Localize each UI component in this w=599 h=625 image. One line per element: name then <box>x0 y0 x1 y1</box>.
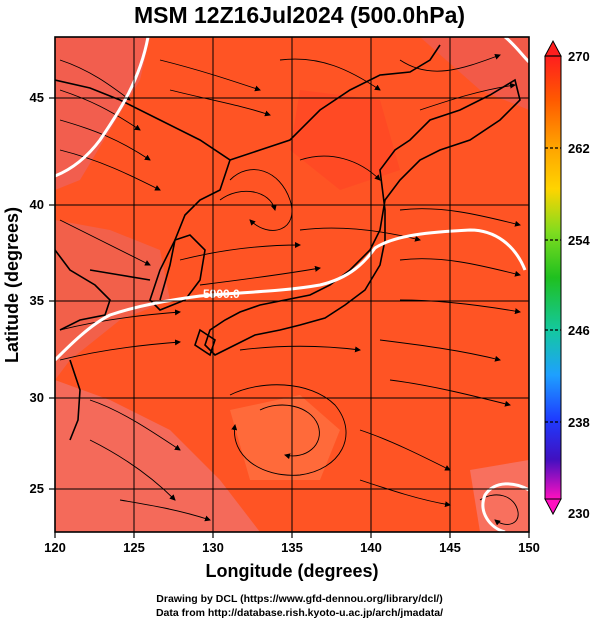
streamline <box>379 339 501 362</box>
colorbar-bar <box>544 55 562 500</box>
streamline <box>419 82 516 111</box>
x-tick-label: 120 <box>44 540 66 555</box>
contour-nw <box>55 37 150 178</box>
colorbar-min-arrow <box>544 498 562 516</box>
colorbar-tick-label: 262 <box>568 141 590 156</box>
gridlines <box>55 37 529 532</box>
colorbar-tick-label: 230 <box>568 506 590 521</box>
coast-russia <box>229 44 441 161</box>
coast-kyushu <box>194 328 216 357</box>
coast-yellow-sea <box>89 269 151 281</box>
streamline <box>59 89 141 131</box>
streamline <box>399 53 501 72</box>
streamline <box>399 258 521 277</box>
streamline <box>59 149 161 191</box>
x-tick-label: 125 <box>123 540 145 555</box>
streamline <box>299 155 381 181</box>
coast-china-east <box>55 249 111 331</box>
streamline <box>479 494 519 526</box>
streamline <box>59 309 181 331</box>
cool-region-west <box>55 220 170 380</box>
colorbar-max-arrow <box>544 39 562 57</box>
colorbar-tick-label: 254 <box>568 233 590 248</box>
x-axis-title: Longitude (degrees) <box>205 561 378 581</box>
y-tick-label: 30 <box>30 390 44 405</box>
streamline <box>159 59 261 92</box>
colorbar-tick-label: 270 <box>568 49 590 64</box>
contour-ne <box>504 37 529 64</box>
streamline-low <box>259 404 320 460</box>
coast-japan <box>204 78 521 356</box>
x-tick-label: 145 <box>439 540 461 555</box>
cool-region-sw <box>55 380 260 532</box>
contour-5900 <box>55 228 527 362</box>
cool-region-ne <box>420 37 529 110</box>
y-tick-label: 45 <box>30 90 44 105</box>
streamline <box>399 299 521 315</box>
streamline <box>59 119 151 161</box>
streamline <box>229 169 293 231</box>
streamline-low <box>229 384 347 476</box>
warm-region-north <box>290 90 400 190</box>
streamline <box>359 429 451 471</box>
streamline <box>59 219 151 266</box>
colorbar-tick-label: 246 <box>568 323 590 338</box>
coast-taiwan <box>69 359 81 441</box>
y-tick-label: 35 <box>30 293 44 308</box>
x-tick-label: 130 <box>202 540 224 555</box>
tick-marks <box>49 97 530 538</box>
streamline <box>59 59 131 101</box>
cool-region-nw <box>55 37 150 190</box>
coast-korea <box>149 234 206 311</box>
contour-se <box>481 482 529 532</box>
streamline <box>119 499 211 522</box>
streamline <box>239 345 361 353</box>
x-tick-label: 150 <box>518 540 540 555</box>
chart-title: MSM 12Z16Jul2024 (500.0hPa) <box>133 2 466 28</box>
x-tick-label: 140 <box>360 540 382 555</box>
contour-label: 5900.0 <box>203 287 240 301</box>
y-tick-label: 25 <box>30 481 44 496</box>
streamline <box>59 339 181 361</box>
cool-region-se <box>470 460 529 532</box>
streamline <box>179 242 301 261</box>
streamline <box>169 89 271 117</box>
colorbar: 270 262 254 246 238 230 <box>544 39 590 521</box>
colorbar-tick-label: 238 <box>568 415 590 430</box>
credit-drawing: Drawing by DCL (https://www.gfd-dennou.o… <box>156 593 443 605</box>
contour-lines <box>55 37 529 532</box>
streamline <box>89 399 181 451</box>
x-tick-label: 135 <box>281 540 303 555</box>
streamline <box>359 479 451 508</box>
streamline <box>399 208 521 227</box>
y-axis-title: Latitude (degrees) <box>2 207 22 363</box>
credit-data-source: Data from http://database.rish.kyoto-u.a… <box>155 607 444 619</box>
y-tick-label: 40 <box>30 197 44 212</box>
